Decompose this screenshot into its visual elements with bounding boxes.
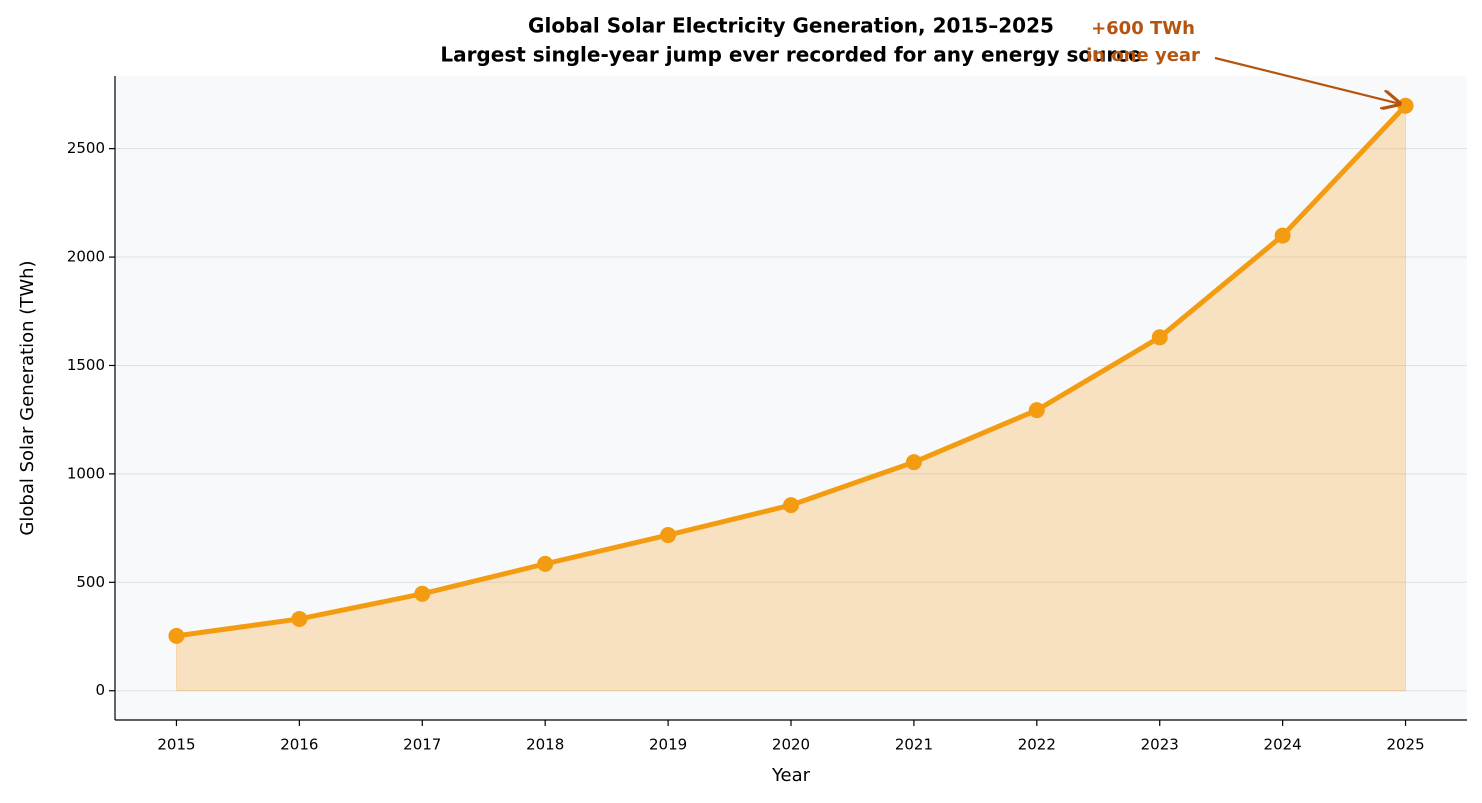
- x-tick-label: 2023: [1141, 736, 1179, 754]
- annotation-arrow: [1214, 56, 1400, 104]
- x-axis-label: Year: [771, 765, 811, 786]
- y-tick-label: 0: [95, 681, 105, 699]
- point: [1028, 402, 1045, 419]
- y-tick-label: 1500: [67, 356, 105, 374]
- chart-title: Global Solar Electricity Generation, 201…: [528, 14, 1054, 38]
- chart-subtitle: Largest single-year jump ever recorded f…: [440, 43, 1141, 67]
- y-tick-label: 1000: [67, 464, 105, 482]
- point: [1151, 329, 1168, 346]
- x-tick-label: 2025: [1386, 736, 1424, 754]
- x-tick-label: 2022: [1018, 736, 1056, 754]
- y-tick-label: 2000: [67, 248, 105, 266]
- x-tick-label: 2018: [526, 736, 564, 754]
- point: [168, 627, 185, 644]
- point: [1397, 97, 1414, 114]
- marks: [168, 97, 1414, 692]
- point: [783, 497, 799, 514]
- annotation-text: +600 TWh: [1091, 18, 1195, 39]
- x-tick-label: 2016: [280, 736, 318, 754]
- point: [905, 454, 922, 471]
- point: [291, 610, 308, 627]
- x-tick-label: 2015: [157, 736, 195, 754]
- point: [414, 585, 431, 602]
- x-tick-label: 2021: [895, 736, 933, 754]
- annotation: +600 TWh in one year: [1086, 18, 1399, 104]
- grid: [115, 148, 1467, 692]
- x-tick-label: 2024: [1264, 736, 1302, 754]
- annotation-text: in one year: [1086, 45, 1200, 66]
- y-tick-label: 500: [76, 573, 105, 591]
- point: [1274, 227, 1291, 244]
- x-tick-label: 2017: [403, 736, 441, 754]
- x-tick-label: 2019: [649, 736, 687, 754]
- point: [660, 527, 677, 544]
- y-axis-label: Global Solar Generation (TWh): [17, 260, 38, 535]
- point: [537, 555, 554, 572]
- x-tick-label: 2020: [772, 736, 810, 754]
- y-tick-label: 2500: [67, 139, 105, 157]
